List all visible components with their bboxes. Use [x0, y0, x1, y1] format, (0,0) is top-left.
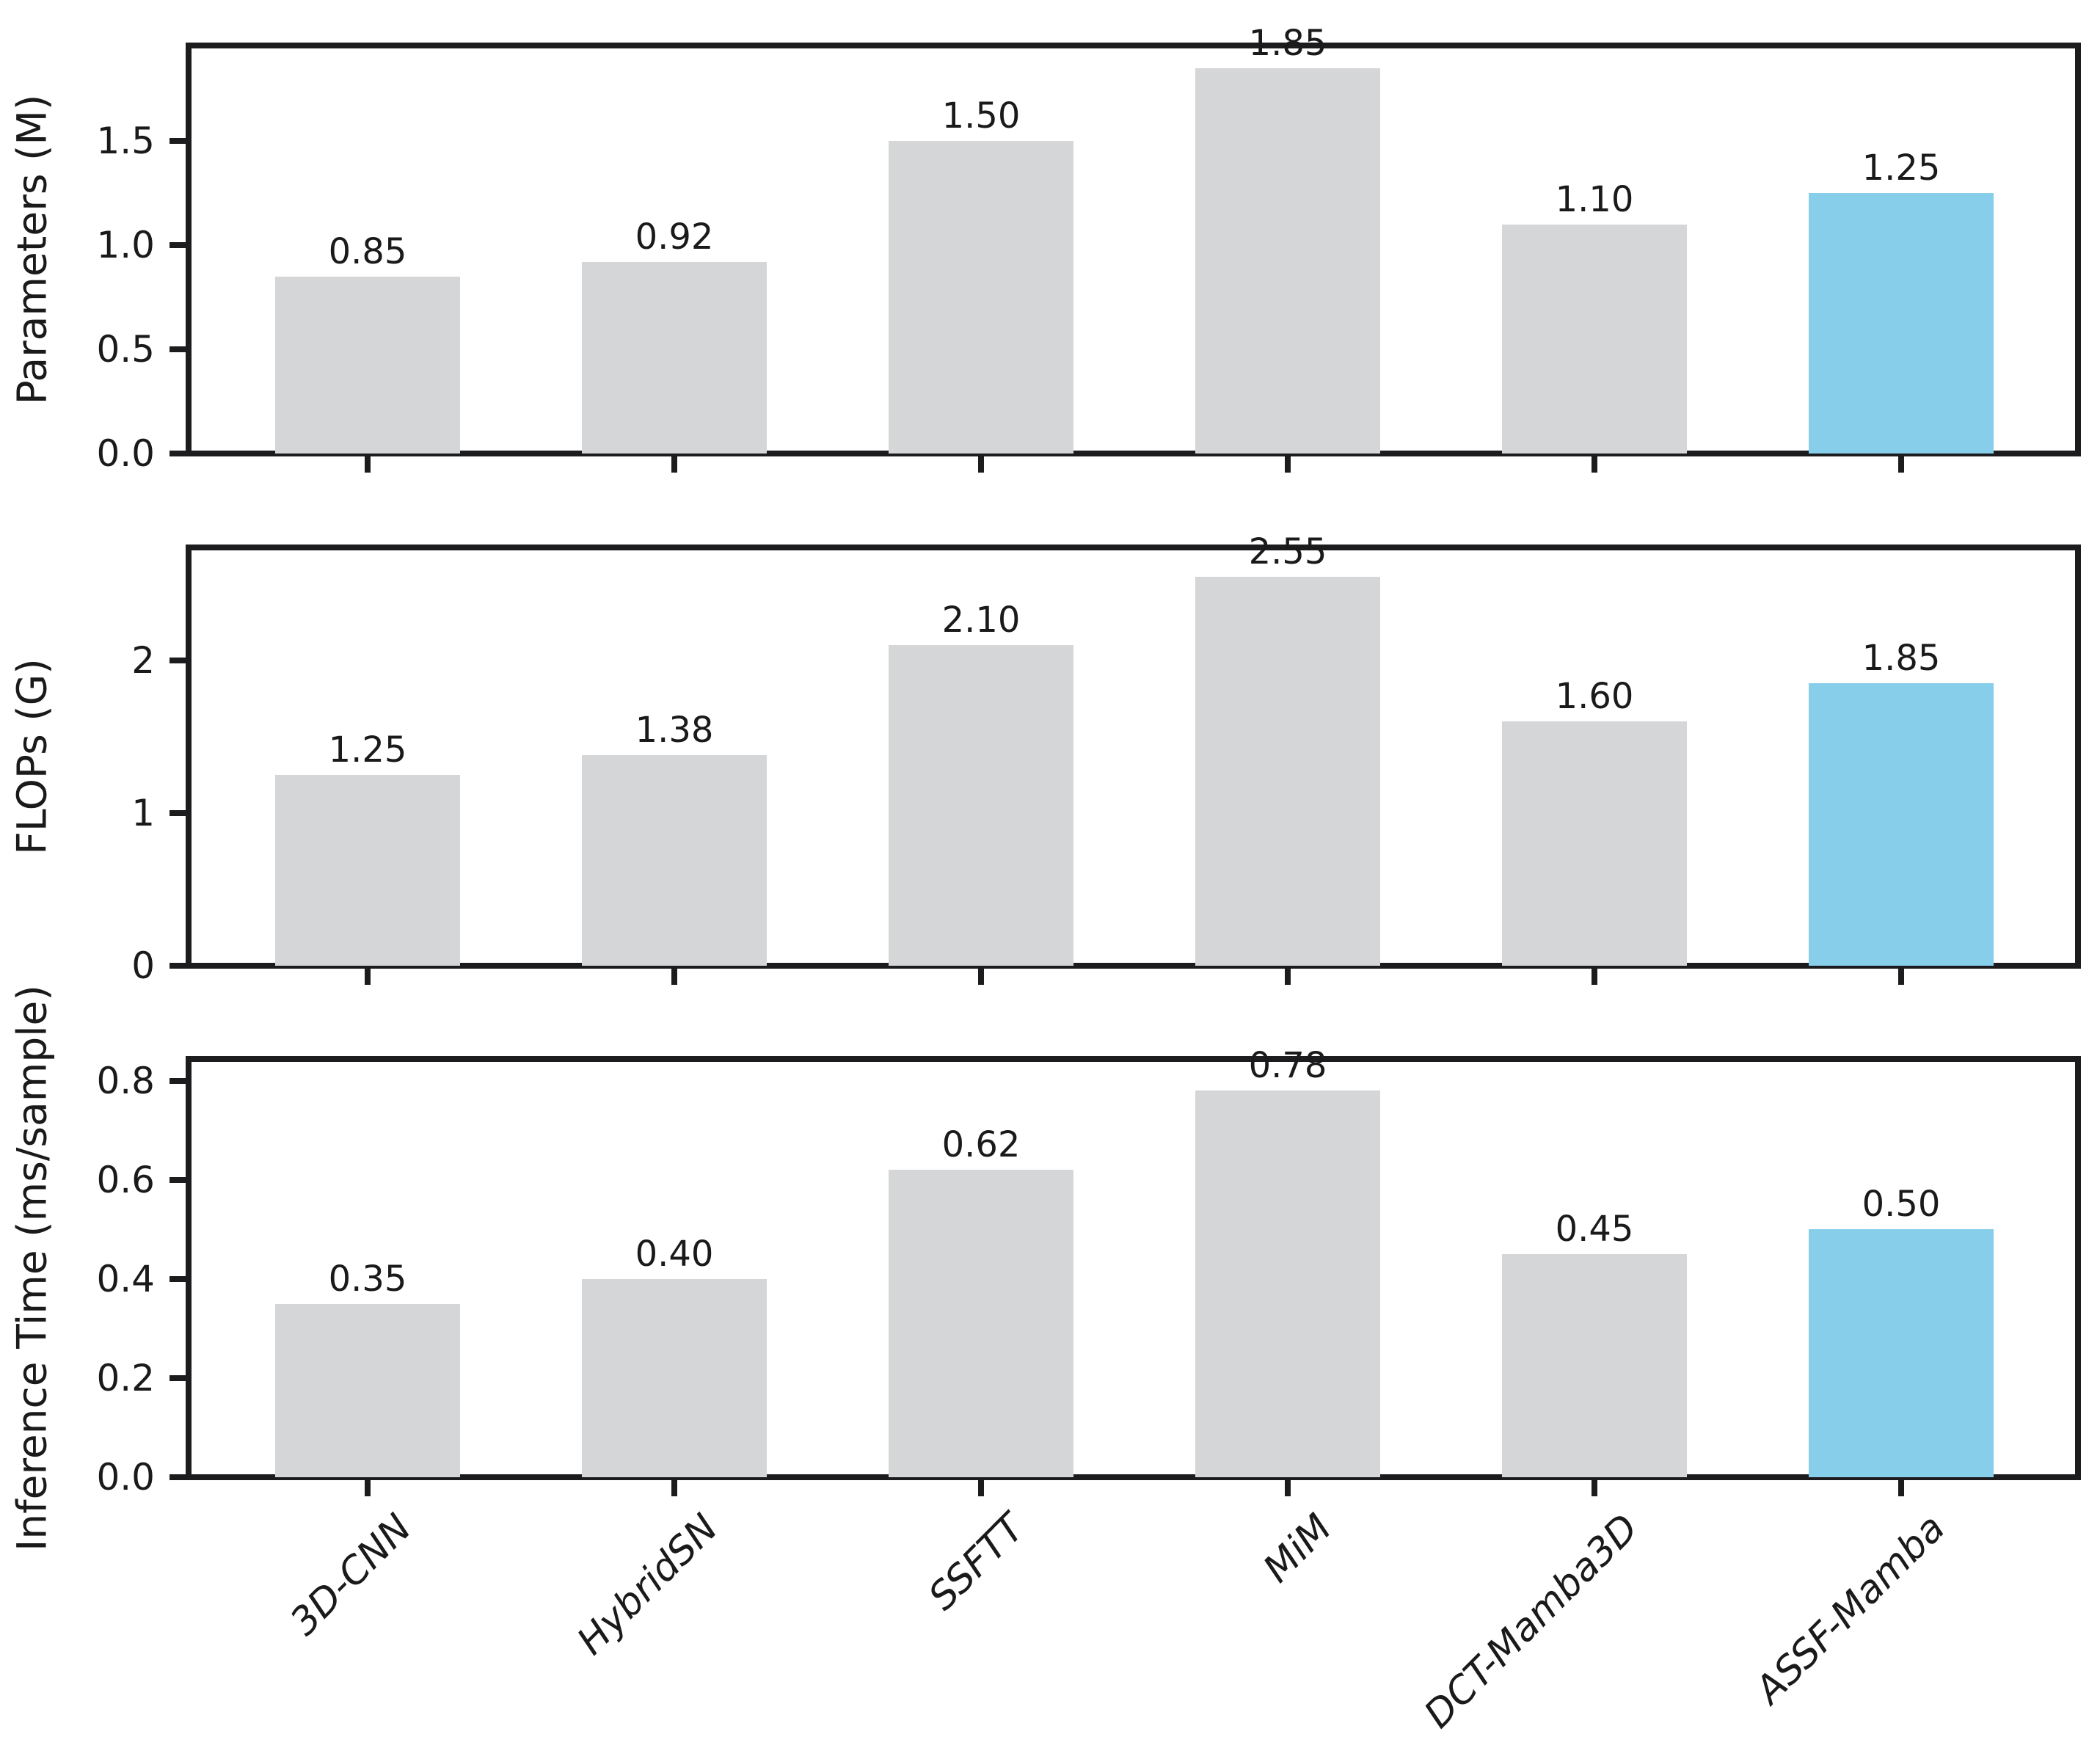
- bar-value-label: 2.10: [941, 600, 1021, 641]
- bar-flops-HybridSN: [582, 754, 767, 966]
- bar-parameters-DCT-Mamba3D: [1502, 224, 1687, 454]
- y-tick: [169, 963, 186, 969]
- bar-value-label: 0.85: [328, 230, 407, 272]
- plot-frame: [186, 1056, 2081, 1480]
- y-tick-label: 1: [131, 791, 155, 834]
- bar-value-label: 0.45: [1555, 1209, 1634, 1250]
- bar-value-label: 2.55: [1248, 531, 1327, 572]
- bar-flops-DCT-Mamba3D: [1502, 721, 1687, 966]
- x-category-label-3D-CNN: 3D-CNN: [282, 1506, 420, 1645]
- x-tick: [1592, 456, 1597, 473]
- x-category-label-ASSF-Mamba: ASSF-Mamba: [1747, 1506, 1954, 1713]
- x-tick: [978, 969, 984, 985]
- x-tick: [365, 456, 371, 473]
- bar-inference-time-3D-CNN: [275, 1303, 460, 1477]
- x-tick: [671, 969, 677, 985]
- x-category-label-HybridSN: HybridSN: [569, 1506, 727, 1664]
- plot-frame: [186, 43, 2081, 456]
- x-tick: [1898, 969, 1904, 985]
- bar-value-label: 0.78: [1248, 1045, 1327, 1087]
- y-tick: [169, 138, 186, 145]
- bar-inference-time-MiM: [1195, 1090, 1380, 1477]
- x-tick: [365, 969, 371, 985]
- bar-value-label: 0.92: [635, 216, 714, 258]
- y-tick: [169, 809, 186, 816]
- bar-flops-SSFTT: [889, 645, 1073, 966]
- x-tick: [978, 1480, 984, 1496]
- y-tick-label: 0.6: [96, 1158, 155, 1201]
- bar-value-label: 0.40: [635, 1233, 714, 1275]
- y-tick-label: 0.0: [96, 1456, 155, 1499]
- x-category-label-DCT-Mamba3D: DCT-Mamba3D: [1416, 1506, 1647, 1737]
- bar-inference-time-SSFTT: [889, 1170, 1073, 1477]
- x-category-label-MiM: MiM: [1255, 1506, 1341, 1592]
- x-tick: [1898, 1480, 1904, 1496]
- bar-inference-time-DCT-Mamba3D: [1502, 1254, 1687, 1477]
- x-tick: [365, 1480, 371, 1496]
- bar-flops-MiM: [1195, 576, 1380, 966]
- x-tick: [1592, 969, 1597, 985]
- y-tick: [169, 657, 186, 663]
- bar-value-label: 0.62: [941, 1124, 1021, 1166]
- x-tick: [1285, 1480, 1291, 1496]
- bar-flops-ASSF-Mamba: [1809, 683, 1994, 966]
- bar-parameters-MiM: [1195, 68, 1380, 454]
- bar-parameters-ASSF-Mamba: [1809, 193, 1994, 454]
- y-tick-label: 0.8: [96, 1059, 155, 1102]
- y-tick: [169, 242, 186, 249]
- plot-frame: [186, 545, 2081, 969]
- y-tick-label: 0.4: [96, 1257, 155, 1300]
- bar-value-label: 0.35: [328, 1258, 407, 1300]
- bar-flops-3D-CNN: [275, 774, 460, 966]
- bar-value-label: 1.25: [1862, 148, 1941, 189]
- y-tick-label: 1.5: [96, 120, 155, 163]
- x-tick: [1898, 456, 1904, 473]
- y-tick: [169, 1077, 186, 1084]
- y-tick-label: 2: [131, 638, 155, 682]
- y-tick: [169, 451, 186, 456]
- bar-parameters-3D-CNN: [275, 276, 460, 454]
- bar-value-label: 1.85: [1862, 638, 1941, 680]
- y-tick: [169, 1176, 186, 1183]
- x-tick: [671, 456, 677, 473]
- bar-value-label: 1.60: [1555, 676, 1634, 718]
- y-tick-label: 0.0: [96, 432, 155, 475]
- bar-inference-time-ASSF-Mamba: [1809, 1229, 1994, 1477]
- bar-parameters-SSFTT: [889, 141, 1073, 454]
- x-tick: [1285, 456, 1291, 473]
- y-tick-label: 1.0: [96, 224, 155, 267]
- x-tick: [671, 1480, 677, 1496]
- y-tick: [169, 1374, 186, 1381]
- y-tick: [169, 1474, 186, 1480]
- bar-value-label: 1.50: [941, 95, 1021, 137]
- bar-value-label: 1.25: [328, 729, 407, 771]
- y-tick-label: 0: [131, 944, 155, 987]
- x-tick: [1592, 1480, 1597, 1496]
- x-tick: [978, 456, 984, 473]
- bar-value-label: 1.38: [635, 709, 714, 751]
- bar-value-label: 0.50: [1862, 1184, 1941, 1226]
- y-tick-label: 0.5: [96, 328, 155, 371]
- bar-inference-time-HybridSN: [582, 1278, 767, 1477]
- x-category-label-SSFTT: SSFTT: [920, 1506, 1034, 1620]
- bar-value-label: 1.10: [1555, 178, 1634, 220]
- y-tick: [169, 1275, 186, 1282]
- y-tick-label: 0.2: [96, 1356, 155, 1399]
- bar-parameters-HybridSN: [582, 262, 767, 454]
- bar-value-label: 1.85: [1248, 23, 1327, 65]
- y-tick: [169, 346, 186, 353]
- x-tick: [1285, 969, 1291, 985]
